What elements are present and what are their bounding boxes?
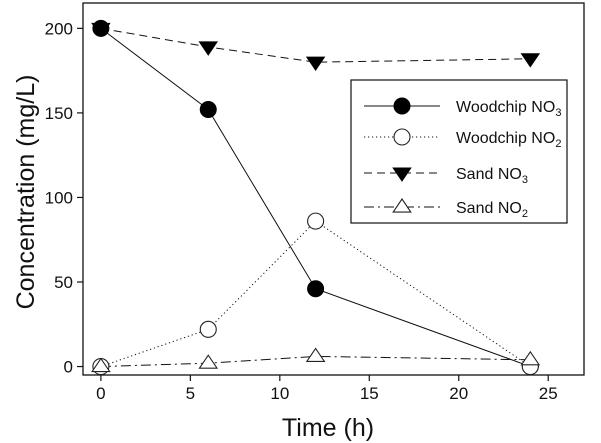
legend-label-sand-no2: Sand NO2 xyxy=(456,200,528,220)
legend-box xyxy=(350,79,568,224)
legend-items: Woodchip NO3 Woodchip NO2 Sand NO3 Sand NO2 xyxy=(364,97,561,220)
axis-ticks: 0 5 10 15 20 25 0 50 100 150 200 xyxy=(45,19,558,403)
data-point-sand-no2 xyxy=(91,357,111,373)
legend-marker-sand-no3 xyxy=(392,167,412,182)
y-tick-label: 100 xyxy=(45,188,73,207)
y-axis-title: Concentration (mg/L) xyxy=(12,75,40,310)
x-axis-title: Time (h) xyxy=(282,414,374,442)
y-tick-label: 200 xyxy=(45,19,73,38)
data-point-woodchip-no2 xyxy=(307,212,325,230)
data-point-sand-no2 xyxy=(520,350,541,366)
y-tick-label: 0 xyxy=(64,358,73,377)
legend-marker-woodchip-no2 xyxy=(393,128,411,146)
x-tick-label: 25 xyxy=(539,384,558,403)
data-point-sand-no3 xyxy=(520,53,541,68)
data-point-sand-no3 xyxy=(198,41,218,56)
series-line-woodchip-no3 xyxy=(100,27,531,368)
series-line-sand-no2 xyxy=(100,355,531,368)
data-point-woodchip-no2 xyxy=(199,320,217,338)
legend-marker-sand-no2 xyxy=(392,198,412,213)
series-line-sand-no3 xyxy=(100,27,531,63)
data-point-sand-no3 xyxy=(91,22,111,38)
data-point-sand-no2 xyxy=(305,347,326,362)
series-layer xyxy=(91,19,541,376)
x-tick-label: 10 xyxy=(270,384,289,403)
y-tick-label: 50 xyxy=(54,273,73,292)
data-point-sand-no2 xyxy=(198,354,219,369)
legend-marker-woodchip-no3 xyxy=(393,97,411,115)
x-tick-label: 0 xyxy=(96,384,105,403)
y-tick-label: 150 xyxy=(45,104,73,123)
plot-frame xyxy=(82,2,585,376)
legend: Woodchip NO3 Woodchip NO2 Sand NO3 Sand NO2 xyxy=(350,79,568,224)
legend-label-woodchip-no2: Woodchip NO2 xyxy=(456,130,561,150)
legend-label-sand-no3: Sand NO3 xyxy=(456,166,528,186)
data-point-sand-no3 xyxy=(305,56,326,72)
data-point-woodchip-no3 xyxy=(199,101,217,119)
x-tick-label: 5 xyxy=(186,384,195,403)
data-point-woodchip-no3 xyxy=(307,280,325,298)
x-tick-label: 20 xyxy=(449,384,468,403)
legend-label-woodchip-no3: Woodchip NO3 xyxy=(456,99,561,119)
series-line-woodchip-no2 xyxy=(100,220,531,368)
x-tick-label: 15 xyxy=(360,384,379,403)
